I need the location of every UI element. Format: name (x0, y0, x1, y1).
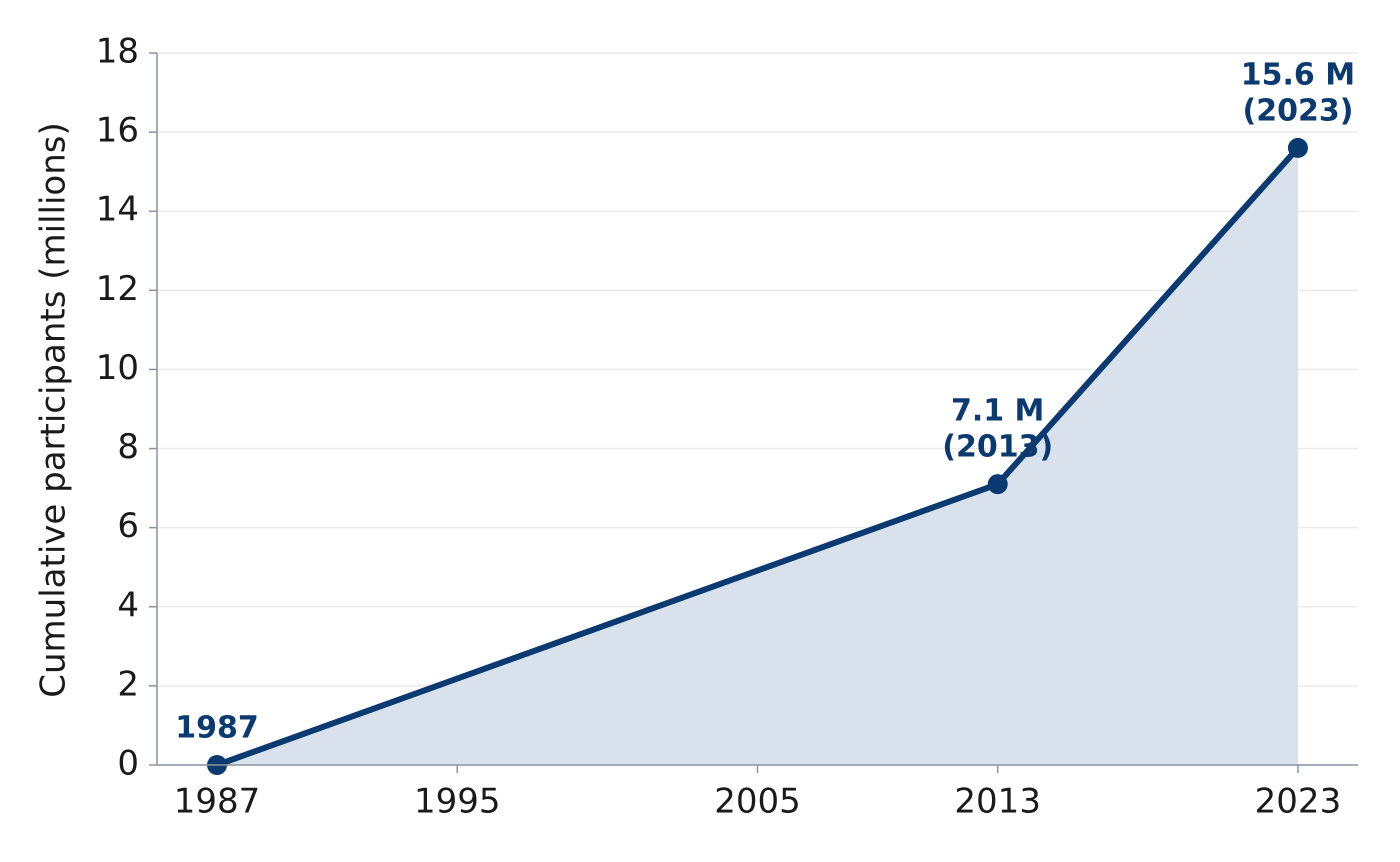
annotation: 1987 (175, 711, 259, 746)
y-axis-label: Cumulative participants (millions) (34, 122, 74, 698)
y-tick-label: 2 (117, 664, 139, 704)
y-tick-label: 10 (96, 348, 139, 388)
x-tick-label: 1995 (414, 782, 501, 822)
annotation: (2013) (942, 430, 1053, 465)
point (1287, 137, 1308, 158)
y-tick-label: 18 (96, 32, 139, 72)
area (217, 147, 1298, 765)
x-tick-label: 2013 (954, 782, 1041, 822)
point (987, 474, 1008, 495)
annotation: 7.1 M (951, 394, 1044, 429)
x-tick-label: 1987 (174, 782, 261, 822)
x-tick-label: 2005 (714, 782, 801, 822)
annotation: (2023) (1242, 93, 1353, 128)
y-tick-label: 0 (117, 744, 139, 784)
y-tick-label: 12 (96, 269, 139, 309)
y-tick-label: 4 (117, 585, 139, 625)
y-tick-label: 6 (117, 506, 139, 546)
x-tick-label: 2023 (1255, 782, 1342, 822)
y-tick-label: 8 (117, 427, 139, 467)
annotation: 15.6 M (1241, 57, 1355, 92)
y-tick-label: 14 (96, 190, 139, 230)
y-tick-label: 16 (96, 111, 139, 151)
